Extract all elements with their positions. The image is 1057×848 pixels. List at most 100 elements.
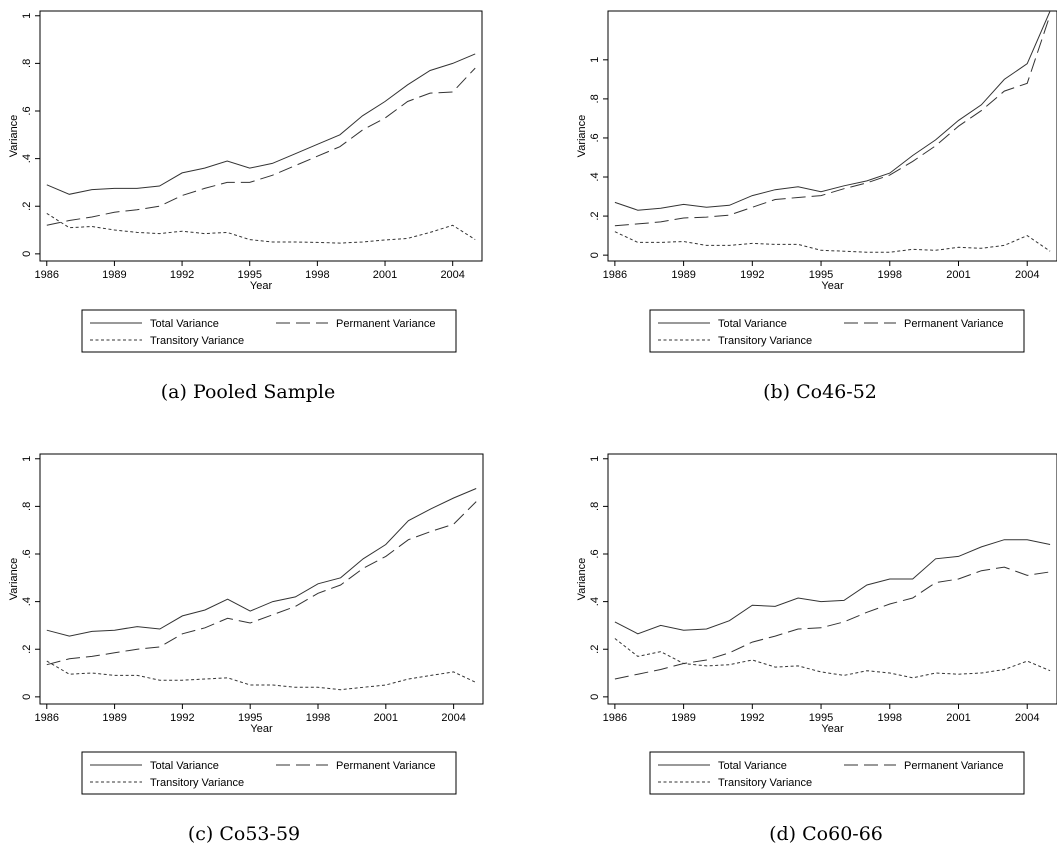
series-line-permanent-variance (46, 501, 477, 666)
y-tick-label: .4 (589, 597, 601, 606)
x-tick-label: 2004 (1015, 712, 1039, 724)
series-line-permanent-variance (46, 67, 476, 226)
legend-box (649, 309, 1025, 353)
y-tick-label: .8 (21, 502, 33, 511)
y-tick-label: 0 (589, 694, 601, 700)
panel-caption: (c) Co53-59 (188, 823, 300, 845)
x-tick-label: 1989 (102, 712, 126, 724)
x-tick-label: 1998 (878, 712, 902, 724)
y-tick-label: .2 (589, 645, 601, 654)
x-tick-label: 1998 (306, 712, 330, 724)
plot-frame (39, 453, 484, 705)
y-tick-label: .2 (21, 202, 33, 211)
series-line-transitory-variance (46, 212, 476, 244)
plot-frame (607, 453, 1057, 705)
legend-entry: Total Variance (718, 760, 787, 772)
y-axis-label: Variance (8, 115, 20, 158)
x-tick-label: 1989 (102, 269, 126, 281)
series-line-total-variance (614, 539, 1051, 635)
y-tick-label: 1 (21, 13, 33, 19)
series-line-permanent-variance (614, 566, 1051, 680)
x-tick-label: 2004 (1015, 269, 1039, 281)
x-axis-label: Year (250, 280, 273, 292)
series-line-total-variance (46, 488, 477, 637)
x-tick-label: 1992 (740, 712, 764, 724)
y-tick-label: .8 (21, 59, 33, 68)
x-tick-label: 1992 (740, 269, 764, 281)
y-tick-label: 1 (589, 57, 601, 63)
y-tick-label: .4 (589, 172, 601, 181)
x-tick-label: 1998 (878, 269, 902, 281)
series-line-total-variance (614, 11, 1051, 211)
panel-caption: (b) Co46-52 (763, 381, 877, 403)
y-tick-label: 1 (589, 456, 601, 462)
x-tick-label: 1998 (305, 269, 329, 281)
y-tick-label: 0 (589, 252, 601, 258)
y-tick-label: .8 (589, 502, 601, 511)
legend: Total Variance Permanent Variance Transito… (81, 751, 457, 795)
y-tick-label: .6 (589, 133, 601, 142)
x-tick-label: 1989 (671, 712, 695, 724)
x-axis-label: Year (821, 280, 844, 292)
legend: Total Variance Permanent Variance Transito… (649, 751, 1025, 795)
legend-box (649, 751, 1025, 795)
x-tick-label: 1995 (809, 712, 833, 724)
y-tick-label: .8 (589, 94, 601, 103)
series-line-transitory-variance (614, 638, 1051, 679)
y-axis-label: Variance (576, 115, 588, 158)
legend-entry: Total Variance (150, 318, 219, 330)
x-axis-label: Year (250, 723, 273, 735)
y-axis-label: Variance (8, 558, 20, 601)
series-line-permanent-variance (614, 14, 1051, 227)
x-tick-label: 2001 (374, 712, 398, 724)
x-tick-label: 2001 (946, 269, 970, 281)
legend: Total Variance Permanent Variance Transito… (649, 309, 1025, 353)
x-tick-label: 2004 (440, 269, 464, 281)
x-tick-label: 1986 (603, 712, 627, 724)
x-tick-label: 1992 (170, 712, 194, 724)
panel-caption: (d) Co60-66 (769, 823, 883, 845)
legend: Total Variance Permanent Variance Transito… (81, 309, 457, 353)
x-axis-label: Year (821, 723, 844, 735)
y-tick-label: 1 (21, 456, 33, 462)
series-line-transitory-variance (46, 660, 477, 691)
plot-frame (39, 10, 483, 262)
legend-entry: Transitory Variance (150, 335, 244, 347)
x-tick-label: 2004 (441, 712, 465, 724)
y-axis-label: Variance (576, 558, 588, 601)
x-tick-label: 1995 (238, 712, 262, 724)
y-tick-label: 0 (21, 694, 33, 700)
legend-box (81, 751, 457, 795)
legend-entry: Transitory Variance (150, 777, 244, 789)
x-tick-label: 1992 (170, 269, 194, 281)
legend-entry: Permanent Variance (336, 760, 435, 772)
y-tick-label: .6 (589, 549, 601, 558)
x-tick-label: 1995 (809, 269, 833, 281)
legend-entry: Total Variance (718, 318, 787, 330)
x-tick-label: 1986 (603, 269, 627, 281)
chart-panel-3: 0 .2 .4 .6 .8 1 1986 1989 1992 1995 1998 2001 2004 Ye… (8, 453, 484, 845)
chart-panel-4: 0 .2 .4 .6 .8 1 1986 1989 1992 1995 1998 2001 2004 Ye… (576, 453, 1057, 845)
series-line-total-variance (46, 53, 476, 195)
y-tick-label: .6 (21, 549, 33, 558)
y-tick-label: 0 (21, 251, 33, 257)
series-line-transitory-variance (614, 231, 1051, 253)
legend-entry: Permanent Variance (904, 318, 1003, 330)
panel-caption: (a) Pooled Sample (161, 381, 335, 403)
x-tick-label: 1995 (237, 269, 261, 281)
y-tick-label: .2 (589, 211, 601, 220)
x-tick-label: 1986 (35, 269, 59, 281)
chart-panel-2: 0 .2 .4 .6 .8 1 1986 1989 1992 1995 1998 2001 2004 Ye… (576, 10, 1057, 403)
legend-entry: Permanent Variance (336, 318, 435, 330)
x-tick-label: 1989 (671, 269, 695, 281)
legend-entry: Total Variance (150, 760, 219, 772)
y-tick-label: .4 (21, 597, 33, 606)
legend-box (81, 309, 457, 353)
y-tick-label: .2 (21, 645, 33, 654)
x-tick-label: 1986 (35, 712, 59, 724)
legend-entry: Permanent Variance (904, 760, 1003, 772)
x-tick-label: 2001 (946, 712, 970, 724)
y-tick-label: .6 (21, 106, 33, 115)
legend-entry: Transitory Variance (718, 777, 812, 789)
